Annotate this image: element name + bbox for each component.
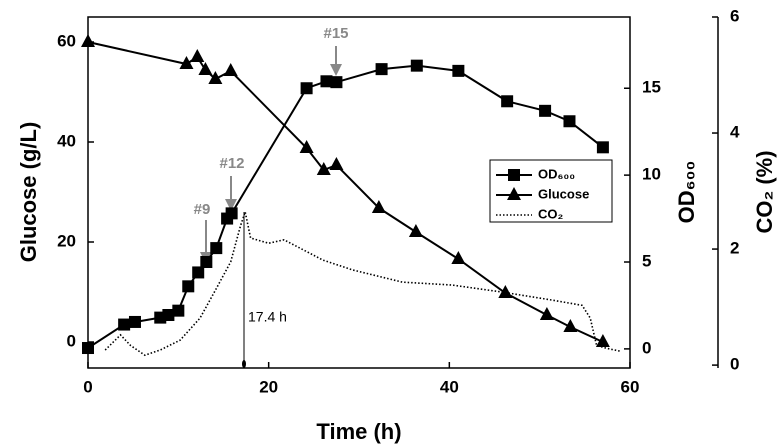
y2-tick-label: 15 [642,78,661,97]
y-axis-label: Glucose (g/L) [16,122,41,263]
data-point [330,76,343,89]
x-tick-label: 40 [440,377,459,396]
plot-frame [87,16,631,369]
y-tick-label: 20 [57,231,76,250]
annotation: #9 [194,201,211,218]
data-point [162,309,175,322]
data-point [410,59,423,72]
y3-tick-label: 2 [730,239,739,258]
peak-marker [242,360,246,368]
annotation: 17.4 h [248,309,287,325]
data-point [223,63,238,76]
x-axis-label: Time (h) [316,419,401,444]
series-line [104,208,621,357]
data-point [408,224,423,237]
legend-marker [508,169,520,181]
data-point [371,200,386,213]
data-point [118,318,131,331]
y3-tick-label: 4 [730,123,740,142]
series-line [87,41,604,343]
y3-tick-label: 0 [730,355,739,374]
data-point [210,242,223,255]
y3-tick-label: 6 [730,6,739,25]
y2-tick-label: 0 [642,338,651,357]
data-point [200,256,213,269]
data-point [179,56,194,69]
data-point [192,266,205,279]
x-tick-label: 60 [621,377,640,396]
y-tick-label: 0 [67,331,76,350]
data-point [539,104,552,117]
data-point [539,307,554,320]
data-point [208,71,223,84]
data-point [225,207,238,220]
data-point [190,49,205,62]
data-point [595,334,610,347]
data-point [300,82,313,95]
data-point [172,304,185,317]
y2-tick-label: 10 [642,165,661,184]
y2-axis-label: OD₆₀₀ [674,161,699,224]
data-point [501,95,514,108]
legend-marker [507,187,521,200]
data-point [82,342,94,355]
data-point [198,62,213,75]
annotation: #12 [219,155,244,172]
data-point [81,34,95,47]
legend-label: CO₂ [538,206,564,221]
data-point [563,115,576,128]
y-tick-label: 40 [57,131,76,150]
legend-label: Glucose [538,186,589,201]
data-point [452,64,465,77]
data-point [320,75,333,88]
data-point [316,162,331,175]
data-point [451,251,466,264]
data-point [375,63,388,76]
annotation: #15 [323,25,348,42]
data-point [182,280,195,293]
data-point [329,157,344,170]
legend-label: OD₆₀₀ [538,166,575,181]
data-point [299,140,314,153]
y3-axis-label: CO₂ (%) [752,150,777,233]
x-tick-label: 20 [259,377,278,396]
x-tick-label: 0 [83,377,92,396]
y-tick-label: 60 [57,31,76,50]
data-point [596,141,609,154]
y2-tick-label: 5 [642,251,651,270]
data-point [563,319,578,332]
data-point [498,285,513,298]
data-point [128,315,141,328]
